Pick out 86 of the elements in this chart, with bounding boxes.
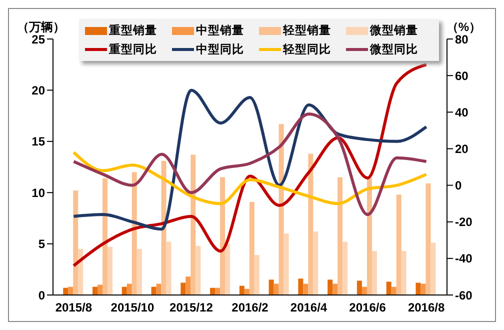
bar [366,178,372,295]
bar [372,250,377,295]
y-tick-label: 15 [32,134,46,149]
bar [254,255,260,295]
legend-label: 微型销量 [370,24,418,38]
bar [386,282,392,295]
bar [396,194,402,295]
bar [274,284,279,295]
bar [338,177,343,295]
bar [401,250,406,295]
line-series [72,63,428,268]
y-tick-label: 10 [32,186,46,200]
x-tick-label: 2015/10 [110,300,154,315]
bar [186,276,191,295]
x-tick-label: 2016/4 [290,300,328,315]
bar [239,286,244,295]
bar [391,286,396,295]
line-series [72,88,428,231]
bar [122,286,127,295]
bar [215,288,220,295]
line-series [72,150,428,206]
y-tick-label: 0 [38,288,46,302]
y2-tick-label: 40 [455,105,469,120]
bar [73,190,78,295]
y-tick-label: 25 [32,32,46,46]
legend-label: 中型销量 [196,23,244,38]
bar [78,248,84,295]
bar [249,202,254,295]
bar [430,242,436,295]
y2-tick-label: 60 [455,68,469,83]
bar [126,284,132,295]
bar [102,178,108,295]
bar [284,234,289,295]
bar [161,160,166,295]
bar [132,172,137,295]
y-axis-title: （万辆） [17,19,65,35]
x-tick-label: 2016/8 [408,300,445,315]
bar [313,232,318,295]
bar [303,284,308,295]
bar [190,154,196,295]
bar [308,154,314,295]
bar [196,246,201,295]
bar [332,284,338,295]
x-tick-label: 2015/12 [170,300,214,315]
y2-axis-title: （%） [446,19,481,35]
x-tick-label: 2015/8 [55,300,92,315]
x-tick-label: 2016/2 [232,300,269,315]
bar [68,286,74,295]
bar [210,288,216,295]
y2-tick-label: -40 [455,252,473,266]
bar [416,282,421,295]
bar [426,183,431,295]
bar [220,177,226,295]
legend-label: 轻型同比 [283,42,331,57]
bar [136,248,142,295]
bar [108,246,112,295]
legend-label: 重型销量 [109,23,157,38]
bar [268,280,274,295]
y2-tick-label: 0 [455,178,462,193]
y-tick-label: 5 [38,237,46,252]
y2-tick-label: -60 [455,288,473,302]
bar [342,242,348,295]
bar [156,284,162,295]
bar [180,282,186,295]
line-series [72,112,428,216]
y2-tick-label: 80 [455,32,469,46]
y-tick-label: 20 [32,83,46,98]
bar [420,284,426,295]
y2-tick-label: 20 [455,142,469,156]
y2-tick-label: -20 [455,215,473,230]
bar [225,244,230,295]
legend-label: 重型同比 [109,42,157,57]
legend-label: 中型同比 [196,42,244,57]
bar [151,286,156,295]
bar [356,280,362,295]
bar [63,288,68,295]
x-tick-label: 2016/6 [349,300,386,315]
legend-label: 微型同比 [370,42,418,57]
bar [92,286,98,295]
bar [98,284,102,295]
bar [328,280,333,295]
bar [166,242,172,295]
bar [278,124,284,295]
bar [362,286,367,295]
bar [298,278,304,295]
legend-label: 轻型销量 [283,24,331,38]
